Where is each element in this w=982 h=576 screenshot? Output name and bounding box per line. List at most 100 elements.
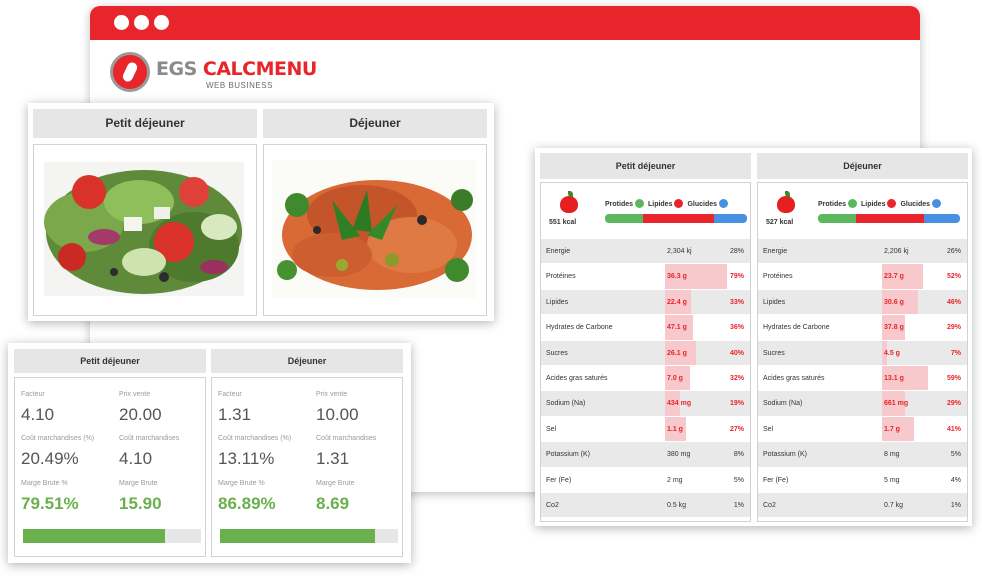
legend-glucides: Glucides bbox=[900, 201, 931, 208]
macro-split-bar bbox=[605, 214, 747, 223]
nutrient-row: Hydrates de Carbone 47.1 g 36% bbox=[541, 314, 750, 340]
nutrient-value: 13.1 g bbox=[884, 374, 904, 382]
nutrient-row: Energie 2,304 kj 28% bbox=[541, 238, 750, 264]
nutrient-name: Co2 bbox=[546, 501, 559, 509]
nutrient-row: Lipides 30.6 g 46% bbox=[758, 288, 967, 315]
nutrient-percent: 7% bbox=[950, 349, 961, 357]
macro-segment-lipides bbox=[856, 214, 925, 223]
macro-segment-lipides bbox=[643, 214, 715, 223]
brand-logo[interactable]: EGS CALCMENU WEB BUSINESS bbox=[110, 52, 317, 92]
goods-cost-pct-value: 13.11% bbox=[218, 449, 275, 468]
nutrient-value: 5 mg bbox=[884, 476, 900, 484]
nutrient-percent: 26% bbox=[946, 248, 961, 255]
nutrient-value: 1.1 g bbox=[667, 425, 683, 433]
nutrient-percent: 29% bbox=[946, 324, 961, 332]
factor-value: 1.31 bbox=[218, 405, 252, 424]
nutrient-name: Sel bbox=[546, 425, 557, 433]
sale-price-value: 10.00 bbox=[316, 405, 359, 424]
breakfast-photo-frame bbox=[33, 144, 257, 316]
brand-name: EGS CALCMENU bbox=[156, 58, 317, 80]
factor-label: Facteur bbox=[218, 391, 242, 398]
nutrient-value: 2,304 kj bbox=[667, 248, 692, 255]
glucides-dot-icon bbox=[719, 199, 729, 208]
nutrient-value: 0.5 kg bbox=[667, 501, 687, 509]
legend-protides: Protides bbox=[605, 201, 634, 208]
sale-price-value: 20.00 bbox=[119, 405, 162, 424]
nutrient-name: Co2 bbox=[763, 501, 776, 509]
nutrient-value: 661 mg bbox=[884, 400, 909, 408]
nutrient-percent: 40% bbox=[729, 349, 744, 357]
nutrient-row: Sucres 26.1 g 40% bbox=[541, 339, 750, 365]
nutrient-percent: 29% bbox=[946, 400, 961, 408]
goods-cost-label: Coût marchandises bbox=[119, 435, 180, 442]
margin-progress-fill bbox=[220, 529, 375, 543]
nutrient-name: Energie bbox=[763, 248, 788, 255]
nutrient-percent: 36% bbox=[729, 324, 744, 332]
macro-segment-glucides bbox=[714, 214, 747, 223]
nutrient-level-bar bbox=[665, 340, 696, 365]
nutrient-name: Hydrates de Carbone bbox=[546, 324, 613, 332]
protides-dot-icon bbox=[848, 199, 858, 208]
lunch-header: Déjeuner bbox=[211, 349, 403, 373]
nutrient-level-bar bbox=[665, 264, 727, 289]
nutrient-level-bar bbox=[665, 365, 690, 391]
gross-margin-value: 15.90 bbox=[119, 494, 162, 513]
nutrient-name: Sucres bbox=[763, 349, 785, 357]
glucides-dot-icon bbox=[932, 199, 942, 208]
nutrient-name: Sucres bbox=[546, 349, 568, 357]
nutrient-level-bar bbox=[665, 289, 691, 315]
nutrient-level-bar bbox=[882, 365, 928, 391]
apple-icon bbox=[560, 191, 578, 213]
gross-margin-label: Marge Brute bbox=[316, 480, 355, 487]
window-dot-icon[interactable] bbox=[154, 15, 169, 30]
nutrient-value: 0.7 kg bbox=[884, 501, 904, 509]
nutrient-percent: 46% bbox=[946, 298, 961, 306]
nutrition-rows: Energie 2,206 kj 26% Protéines 23.7 g 52% Lipi… bbox=[758, 238, 967, 518]
nutrient-row: Fer (Fe) 5 mg 4% bbox=[758, 466, 967, 492]
nutrient-value: 2,206 kj bbox=[884, 248, 909, 255]
lunch-cost-panel: Facteur Prix vente 1.31 10.00 Coût march… bbox=[211, 377, 403, 557]
lipides-dot-icon bbox=[887, 199, 897, 208]
nutrient-name: Potassium (K) bbox=[546, 451, 590, 459]
macro-segment-glucides bbox=[924, 214, 960, 223]
nutrient-percent: 1% bbox=[733, 501, 744, 509]
breakfast-header: Petit déjeuner bbox=[14, 349, 206, 373]
nutrient-level-bar bbox=[882, 264, 923, 289]
nutrient-percent: 33% bbox=[729, 298, 744, 306]
window-dot-icon[interactable] bbox=[134, 15, 149, 30]
nutrient-name: Protéines bbox=[763, 273, 793, 281]
nutrient-row: Potassium (K) 8 mg 5% bbox=[758, 441, 967, 467]
window-dot-icon[interactable] bbox=[114, 15, 129, 30]
margin-progress-bar bbox=[220, 529, 398, 543]
nutrient-name: Fer (Fe) bbox=[546, 476, 572, 484]
salad-photo[interactable] bbox=[44, 162, 244, 296]
gross-margin-pct-label: Marge Brute % bbox=[21, 480, 68, 487]
chicken-dish-photo[interactable] bbox=[272, 160, 476, 298]
nutrient-value: 23.7 g bbox=[884, 273, 904, 281]
nutrient-value: 380 mg bbox=[667, 451, 691, 459]
nutrient-row: Sucres 4.5 g 7% bbox=[758, 339, 967, 365]
legend-lipides: Lipides bbox=[647, 201, 673, 208]
macro-legend: Protides Lipides Glucides bbox=[605, 199, 730, 208]
nutrient-value: 434 mg bbox=[667, 400, 692, 408]
macro-split-bar bbox=[818, 214, 960, 223]
nutrient-name: Sel bbox=[763, 425, 774, 433]
breakfast-header: Petit déjeuner bbox=[540, 153, 751, 179]
nutrient-value: 7.0 g bbox=[667, 374, 683, 382]
nutrient-percent: 79% bbox=[729, 273, 744, 281]
nutrient-row: Sodium (Na) 661 mg 29% bbox=[758, 390, 967, 416]
chicken-illustration bbox=[277, 180, 473, 290]
gross-margin-pct-value: 79.51% bbox=[21, 494, 79, 513]
nutrient-value: 1.7 g bbox=[884, 425, 900, 433]
nutrient-level-bar bbox=[665, 391, 680, 416]
nutrient-name: Protéines bbox=[546, 273, 576, 281]
nutrient-percent: 28% bbox=[729, 248, 744, 255]
lunch-photo-frame bbox=[263, 144, 487, 316]
nutrient-level-bar bbox=[882, 391, 905, 416]
nutrient-row: Protéines 36.3 g 79% bbox=[541, 263, 750, 289]
gross-margin-pct-label: Marge Brute % bbox=[218, 480, 265, 487]
fork-spoon-icon bbox=[110, 52, 150, 92]
nutrient-level-bar bbox=[882, 416, 914, 442]
nutrient-row: Energie 2,206 kj 26% bbox=[758, 238, 967, 264]
nutrient-row: Co2 0.5 kg 1% bbox=[541, 491, 750, 518]
